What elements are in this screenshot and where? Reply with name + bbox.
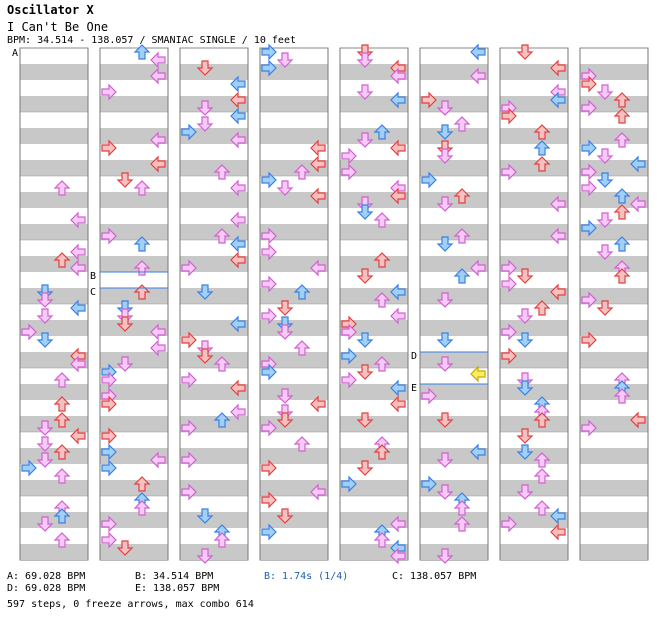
legend-stop-b: B: 1.74s (1/4)	[264, 571, 349, 582]
legend-section-d: D: 69.028 BPM	[7, 583, 86, 594]
section-marker-b: B	[90, 271, 97, 282]
step-chart	[19, 44, 649, 564]
song-title: I Can't Be One	[7, 20, 109, 34]
chart-column	[99, 47, 169, 561]
section-marker-c: C	[90, 287, 97, 298]
legend-section-a: A: 69.028 BPM	[7, 571, 86, 582]
chart-column	[259, 47, 329, 561]
bpm-summary: BPM: 34.514 - 138.057 / SMANIAC SINGLE /…	[7, 35, 296, 46]
legend-section-c: C: 138.057 BPM	[392, 571, 477, 582]
chart-column	[179, 47, 249, 561]
chart-column	[419, 47, 489, 561]
chart-column	[499, 47, 569, 561]
section-marker-e: E	[411, 383, 418, 394]
legend-section-b: B: 34.514 BPM	[135, 571, 214, 582]
legend-section-e: E: 138.057 BPM	[135, 583, 220, 594]
section-marker-a: A	[12, 48, 19, 59]
song-artist: Oscillator X	[7, 3, 94, 17]
section-marker-d: D	[411, 351, 418, 362]
step-summary: 597 steps, 0 freeze arrows, max combo 61…	[7, 599, 254, 610]
